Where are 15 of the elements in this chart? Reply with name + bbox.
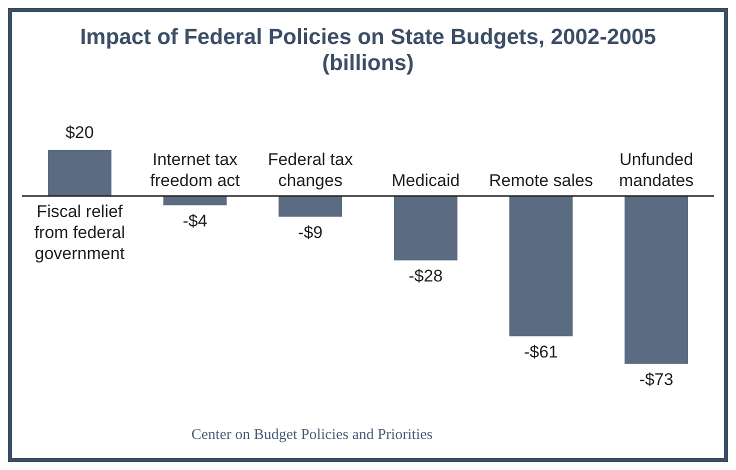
data-label: $20 [65,123,94,142]
x-tick-label: Fiscal relief from federal government [34,202,126,264]
x-tick-label: Medicaid [392,171,460,190]
data-label: -$9 [298,222,323,242]
text: Center on Budget Policies and Priorities [190,427,434,444]
chart-subtitle: (billions) [321,50,415,76]
x-tick-label: Unfunded mandates [618,150,694,190]
x-tick-label: Remote sales [489,171,593,190]
x-tick-label: Federal tax changes [268,150,354,190]
chart-title: Impact of Federal Policies on State Budgets, 2002-2005 [79,24,657,50]
x-tick-label: Internet tax freedom act [150,150,240,190]
data-label: -$28 [408,266,443,286]
data-label: -$61 [524,342,558,362]
data-label: -$4 [182,211,208,230]
data-label: -$73 [639,370,674,390]
